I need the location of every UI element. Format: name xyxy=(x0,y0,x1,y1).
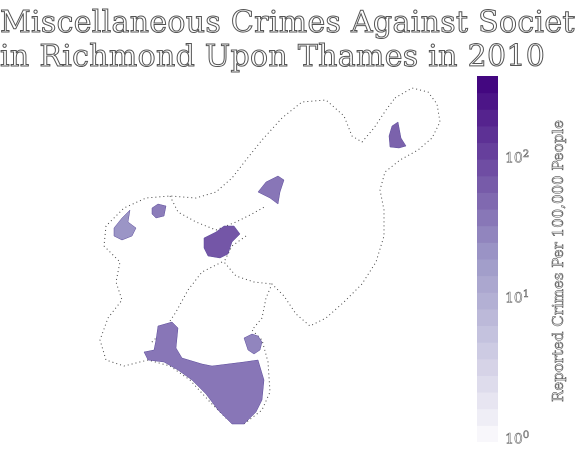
colorbar-segment xyxy=(477,125,498,144)
map-title-line-1: Miscellaneous Crimes Against Society xyxy=(0,5,575,40)
ward-south-small xyxy=(243,333,263,355)
colorbar-segment xyxy=(477,175,498,193)
colorbar-segment xyxy=(477,142,498,160)
colorbar-tick-label: 100 xyxy=(505,430,530,448)
colorbar-segment xyxy=(477,275,498,293)
colorbar-segment xyxy=(477,209,498,227)
colorbar-segment xyxy=(477,425,498,442)
colorbar-segment xyxy=(477,159,498,177)
colorbar-segment xyxy=(477,192,498,210)
colorbar-tick-label: 102 xyxy=(505,148,530,167)
ward-west-small xyxy=(151,203,167,219)
ward-northeast xyxy=(388,121,407,149)
colorbar-segment xyxy=(477,325,498,343)
colorbar-segment xyxy=(477,375,498,393)
colorbar-tick-label: 101 xyxy=(505,289,530,307)
colorbar-segment xyxy=(477,92,498,110)
colorbar-segment xyxy=(477,76,498,94)
colorbar-segment xyxy=(477,392,498,410)
ward-centre-north xyxy=(257,175,285,205)
ward-west-spike xyxy=(113,209,137,241)
ward-centre xyxy=(203,225,241,259)
colorbar-segment xyxy=(477,292,498,310)
colorbar-segment xyxy=(477,358,498,376)
colorbar-segment xyxy=(477,109,498,127)
colorbar-label: Reported Crimes Per 100,000 People xyxy=(549,120,568,403)
colorbar-segment xyxy=(477,259,498,277)
colorbar-segment xyxy=(477,342,498,360)
inner-boundary xyxy=(149,195,273,345)
colorbar-segment xyxy=(477,308,498,327)
ward-south-large xyxy=(143,321,265,425)
map-title-line-2: in Richmond Upon Thames in 2010 xyxy=(0,39,546,74)
colorbar xyxy=(477,76,498,442)
colorbar-segment xyxy=(477,225,498,243)
colorbar-segment xyxy=(477,408,498,426)
colorbar-segment xyxy=(477,242,498,260)
